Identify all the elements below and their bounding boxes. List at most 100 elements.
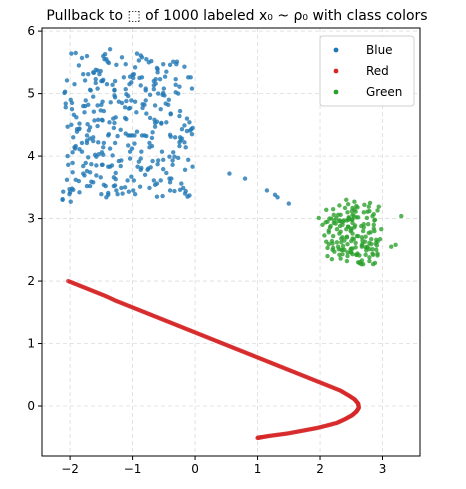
point-green [371,226,376,231]
point-blue [151,178,157,183]
point-green [372,260,378,266]
y-tick-label: 2 [27,274,35,288]
point-blue [189,86,195,91]
point-blue [134,110,139,115]
point-blue [286,201,291,206]
point-green [369,241,374,247]
point-blue [143,86,148,91]
point-blue [182,167,188,173]
point-green [340,243,346,249]
point-blue [79,55,85,61]
point-green [370,246,375,252]
point-green [325,245,330,251]
point-green [399,213,404,219]
point-green [360,228,366,234]
point-blue [172,135,178,140]
point-green [336,218,341,224]
point-blue [82,173,87,178]
point-blue [139,149,144,154]
point-green [339,240,344,245]
point-blue [126,189,132,194]
point-blue [83,98,88,103]
point-blue [119,185,124,191]
point-blue [68,199,73,204]
point-blue [101,152,106,158]
point-blue [149,58,154,64]
point-blue [167,180,173,185]
point-green [354,203,359,209]
x-tick-label: 1 [254,462,262,476]
point-blue [131,178,137,183]
point-blue [101,182,107,188]
point-blue [113,170,118,176]
point-blue [161,62,166,67]
point-green [342,247,347,253]
point-blue [138,83,143,88]
point-blue [104,82,110,87]
point-blue [108,100,113,105]
point-blue [82,110,87,115]
point-blue [91,135,96,140]
point-blue [101,145,106,150]
point-green [345,210,350,215]
point-blue [99,192,104,197]
point-green [363,252,368,258]
point-blue [129,98,134,103]
point-blue [67,192,72,197]
point-green [373,241,378,246]
point-green [344,197,349,203]
point-blue [170,162,175,168]
point-blue [98,68,103,74]
point-blue [116,158,122,164]
point-blue [167,154,172,159]
point-blue [187,120,192,125]
point-blue [64,78,70,83]
point-blue [149,135,155,141]
point-green [345,224,351,229]
series-red [66,278,361,441]
point-blue [76,63,82,68]
point-green [361,210,366,215]
point-blue [158,178,163,183]
x-axis: −2 −1 0 1 2 3 [61,456,386,476]
point-blue [126,106,132,111]
point-blue [112,183,118,188]
point-blue [69,51,74,56]
point-blue [60,197,65,203]
point-blue [114,188,119,193]
point-green [333,221,338,226]
point-green [329,256,335,262]
point-blue [95,123,100,129]
point-blue [161,167,166,172]
y-axis: 0 1 2 3 4 5 6 [27,24,42,413]
point-green [340,222,345,228]
point-green [344,258,350,264]
point-green [334,240,340,245]
point-green [353,240,358,246]
point-green [344,235,350,240]
point-blue [137,75,142,81]
point-blue [95,86,100,91]
point-green [367,258,372,264]
point-blue [179,181,184,186]
point-blue [91,94,96,99]
point-green [359,261,364,267]
point-blue [99,162,105,168]
point-blue [101,140,107,146]
point-blue [94,154,99,159]
point-blue [169,176,174,181]
point-blue [120,191,125,196]
point-blue [86,128,92,133]
point-blue [107,146,113,151]
point-blue [143,98,148,103]
point-blue [147,115,153,121]
point-green [337,203,342,208]
point-blue [161,157,166,163]
point-blue [86,72,91,77]
point-blue [79,149,85,154]
point-green [355,233,361,239]
point-blue [167,188,173,193]
point-green [337,231,342,236]
point-green [332,249,337,254]
point-blue [151,78,157,84]
